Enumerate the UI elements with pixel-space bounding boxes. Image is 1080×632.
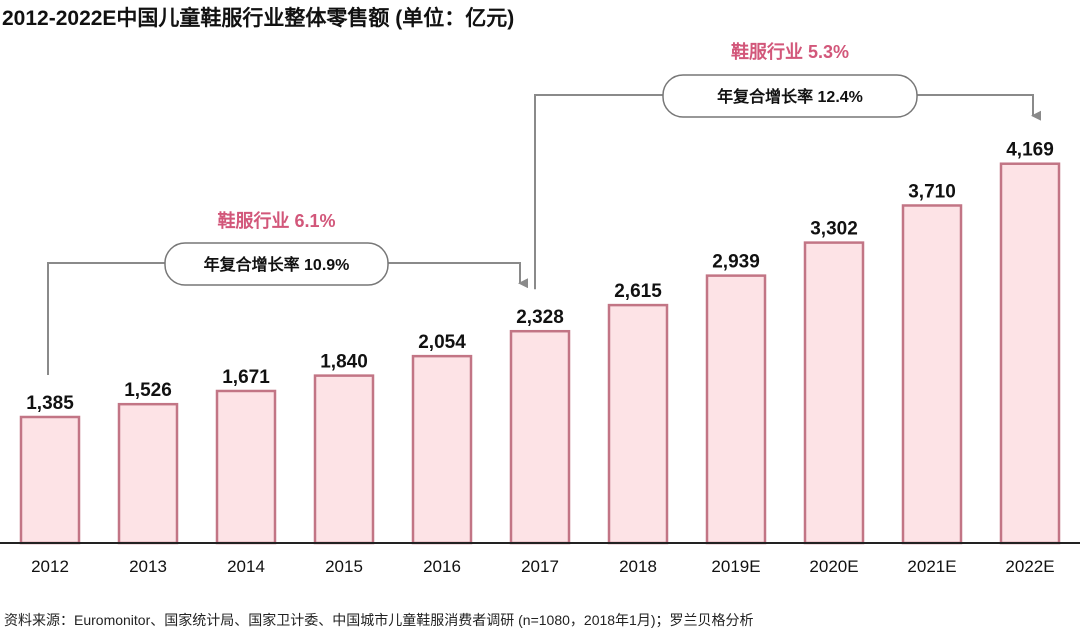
industry-growth-label: 鞋服行业 6.1% [217, 210, 335, 231]
value-label: 3,710 [908, 181, 956, 202]
value-label: 2,615 [614, 281, 662, 302]
bar-2018 [607, 303, 669, 545]
x-tick-label: 2013 [129, 557, 167, 576]
x-tick-label: 2015 [325, 557, 363, 576]
value-label: 2,328 [516, 307, 564, 328]
x-tick-label: 2021E [907, 557, 956, 576]
cagr-pill [164, 242, 389, 286]
chart-title: 2012-2022E中国儿童鞋服行业整体零售额 (单位：亿元) [2, 7, 515, 30]
value-label: 4,169 [1006, 140, 1054, 161]
bar-2015 [313, 374, 375, 545]
bar-2017 [509, 329, 571, 545]
value-label: 1,385 [26, 393, 74, 414]
value-label: 1,526 [124, 380, 172, 401]
bar-2019E [705, 274, 767, 545]
x-tick-label: 2016 [423, 557, 461, 576]
bar-2022E [999, 162, 1061, 545]
value-label: 2,939 [712, 252, 760, 273]
industry-growth-label: 鞋服行业 5.3% [731, 41, 849, 62]
value-label: 2,054 [418, 332, 466, 353]
x-tick-label: 2014 [227, 557, 265, 576]
source-note: 资料来源：Euromonitor、国家统计局、国家卫计委、中国城市儿童鞋服消费者… [4, 612, 754, 628]
cagr-pill [662, 74, 918, 118]
value-label: 1,671 [222, 367, 270, 388]
value-label: 3,302 [810, 219, 858, 240]
bar-2016 [411, 354, 473, 545]
x-tick-label: 2020E [809, 557, 858, 576]
value-label: 1,840 [320, 352, 368, 373]
x-tick-label: 2012 [31, 557, 69, 576]
bar-2020E [803, 241, 865, 545]
cagr-label: 年复合增长率 10.9% [204, 255, 350, 274]
bar-2013 [117, 402, 179, 545]
x-tick-label: 2018 [619, 557, 657, 576]
x-tick-label: 2019E [711, 557, 760, 576]
cagr-label: 年复合增长率 12.4% [717, 87, 863, 106]
x-tick-label: 2017 [521, 557, 559, 576]
x-tick-label: 2022E [1005, 557, 1054, 576]
bar-2012 [19, 415, 81, 545]
bar-2021E [901, 204, 963, 545]
bar-2014 [215, 389, 277, 545]
